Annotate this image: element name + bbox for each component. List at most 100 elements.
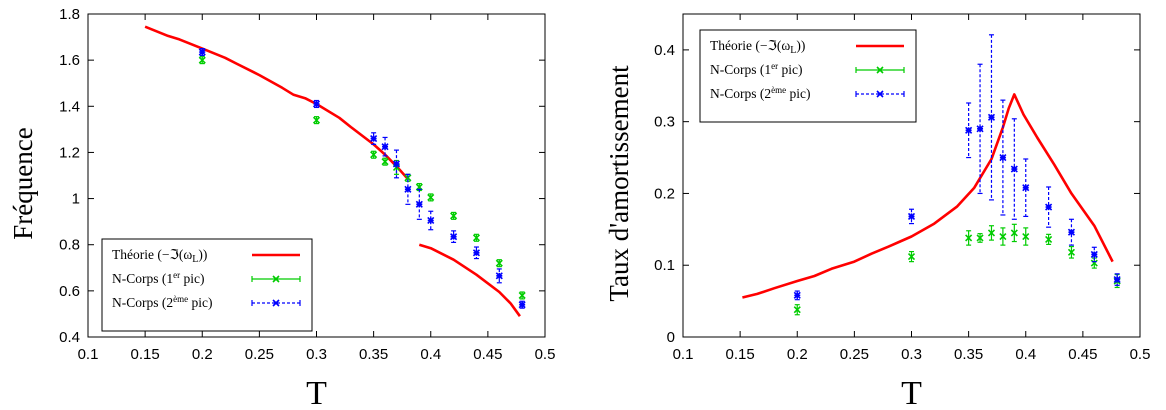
x-tick-label: 0.35 [954,346,983,363]
data-point [999,153,1007,162]
y-axis-label: Fréquence [8,127,38,239]
data-point [1045,235,1053,243]
data-point [415,200,423,208]
data-point [999,232,1007,241]
legend-swatch-marker [876,90,884,98]
x-tick-label: 0.4 [420,346,441,363]
y-tick-label: 0.4 [654,42,675,59]
data-point [472,249,481,257]
data-point [965,126,973,134]
theory-line [742,93,1114,299]
legend-label: N-Corps (2ème pic) [710,85,811,101]
data-point [312,116,321,124]
data-point [1022,184,1030,192]
x-tick-label: 0.45 [1068,346,1097,363]
data-point [1113,276,1121,284]
x-tick-label: 0.5 [1130,346,1151,363]
chart-1: 0.1 0.15 0.2 0.25 0.3 0.35 0.4 0.45 0.5 0.4 0.6 0.8… [8,6,555,410]
legend-tail: pic) [778,62,802,77]
chart-2: 0.1 0.15 0.2 0.25 0.3 0.35 0.4 0.45 0.500.10.20.… [604,13,1151,410]
data-point [495,272,503,280]
data-point [1010,229,1018,237]
y-tick-label: 0.8 [59,237,80,254]
data-point [976,125,984,133]
data-point [793,306,801,314]
legend-text: Théorie (−ℑ(ω [710,38,790,53]
x-tick-label: 0.25 [245,346,274,363]
legend-sup: er [173,270,180,280]
series-2 [198,56,526,300]
data-point [1045,203,1053,211]
series-3 [198,48,526,309]
data-point [381,143,389,151]
y-tick-label: 0.3 [654,114,675,131]
data-point [450,212,458,220]
legend-swatch-marker [272,275,280,283]
y-tick-label: 0 [667,329,675,346]
series-2 [793,223,1121,316]
data-point [370,151,378,159]
y-tick-label: 0.4 [59,329,80,346]
data-point [907,253,916,261]
x-tick-label: 0.4 [1015,346,1036,363]
data-point [793,291,801,299]
y-tick-label: 1.6 [59,52,80,69]
legend-tail: )) [198,247,207,262]
legend-tail: pic) [786,86,810,101]
legend-text: Théorie (−ℑ(ω [112,247,192,262]
legend: Théorie (−ℑ(ωL))N-Corps (1er pic)N-Corps… [699,29,917,123]
data-point [1010,165,1018,173]
y-tick-label: 1.8 [59,6,80,23]
legend-sup: er [771,61,778,71]
x-tick-label: 0.45 [473,346,502,363]
data-point [907,212,916,220]
legend-text: N-Corps (1 [112,271,173,286]
data-point [1067,228,1076,236]
data-point [198,56,206,64]
data-point [381,158,389,166]
legend-label: N-Corps (1er pic) [710,61,803,77]
data-point [965,234,973,242]
y-tick-label: 1 [72,191,80,208]
x-tick-label: 0.1 [673,346,694,363]
data-point [1067,248,1076,256]
y-tick-label: 1.4 [59,98,80,115]
y-tick-label: 0.6 [59,283,80,300]
x-axis-label: T [306,375,327,410]
data-point [495,259,503,267]
y-tick-label: 0.1 [654,257,675,274]
y-axis-label: Taux d'amortissement [604,65,634,302]
data-point [370,135,378,143]
x-tick-label: 0.2 [787,346,808,363]
legend-tail: pic) [188,295,212,310]
theory-line [144,25,409,180]
data-point [312,100,321,108]
x-tick-label: 0.25 [840,346,869,363]
series-3 [793,34,1121,301]
data-point [1022,232,1030,241]
data-point [472,234,481,242]
legend-sub: L [790,45,796,56]
legend-text: N-Corps (1 [710,62,771,77]
data-point [404,185,412,193]
theory-line [418,243,521,317]
data-point [987,113,996,121]
x-tick-label: 0.2 [192,346,213,363]
data-point [976,234,984,242]
x-tick-label: 0.35 [359,346,388,363]
x-tick-label: 0.15 [726,346,755,363]
legend-swatch-marker [876,66,884,74]
data-point [987,229,996,237]
x-tick-label: 0.3 [306,346,327,363]
data-point [518,291,526,300]
x-tick-label: 0.1 [78,346,99,363]
data-point [198,48,206,56]
legend-text: N-Corps (2 [112,295,173,310]
x-tick-label: 0.15 [131,346,160,363]
y-tick-label: 0.2 [654,185,675,202]
series-1 [742,93,1114,299]
x-axis-label: T [901,375,922,410]
x-tick-label: 0.3 [901,346,922,363]
series-1 [144,25,521,317]
